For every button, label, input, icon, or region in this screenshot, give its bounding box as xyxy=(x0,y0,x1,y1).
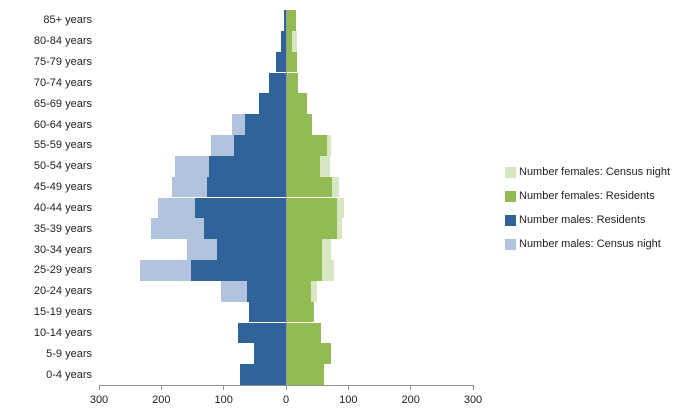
bar-number-females-residents-40-44-years xyxy=(287,197,337,219)
bar-number-females-residents-65-69-years xyxy=(287,93,307,115)
age-group-label-50-54-years: 50-54 years xyxy=(33,160,92,173)
legend-item-number-males-census-night: Number males: Census night xyxy=(505,232,670,256)
legend-swatch-icon xyxy=(505,190,516,202)
chart-legend: Number females: Census night Number femal… xyxy=(505,160,670,256)
age-group-label-5-9-years: 5-9 years xyxy=(46,347,92,360)
x-axis-tick-label-2: 100 xyxy=(214,394,233,406)
bar-number-females-residents-45-49-years xyxy=(287,176,332,198)
age-group-label-0-4-years: 0-4 years xyxy=(46,368,92,381)
age-group-label-10-14-years: 10-14 years xyxy=(33,326,92,339)
bar-number-females-residents-5-9-years xyxy=(287,343,331,365)
bar-number-males-residents-65-69-years xyxy=(259,93,286,115)
bar-number-males-residents-40-44-years xyxy=(194,197,286,219)
age-group-label-85-years: 85+ years xyxy=(43,14,92,27)
bar-number-females-residents-20-24-years xyxy=(287,280,312,302)
bar-number-males-residents-70-74-years xyxy=(269,72,286,94)
bar-number-males-residents-35-39-years xyxy=(204,218,286,240)
age-group-label-60-64-years: 60-64 years xyxy=(33,118,92,131)
bar-number-males-residents-85-years xyxy=(283,10,286,31)
x-axis-tick-label-1: 200 xyxy=(152,394,171,406)
bar-number-males-residents-50-54-years xyxy=(209,155,286,177)
bar-number-males-residents-5-9-years xyxy=(254,343,286,365)
age-group-label-20-24-years: 20-24 years xyxy=(33,285,92,298)
age-group-label-45-49-years: 45-49 years xyxy=(33,181,92,194)
plot-area xyxy=(99,10,473,385)
bar-number-males-residents-75-79-years xyxy=(276,51,286,73)
x-axis-line xyxy=(99,385,474,386)
bar-number-females-census-night-80-84-years xyxy=(287,30,297,52)
bar-number-females-residents-70-74-years xyxy=(287,72,299,94)
x-axis-tick-label-6: 300 xyxy=(463,394,483,406)
x-axis-tick-label-3: 0 xyxy=(282,394,290,406)
x-axis-tick-mark-5 xyxy=(410,386,412,390)
bar-number-males-residents-55-59-years xyxy=(233,135,286,156)
x-axis-tick-mark-0 xyxy=(98,386,100,390)
bar-number-females-residents-55-59-years xyxy=(287,135,327,156)
legend-item-number-females-census-night: Number females: Census night xyxy=(505,160,670,184)
legend-label: Number males: Residents xyxy=(519,214,646,226)
bar-number-females-residents-10-14-years xyxy=(287,322,321,344)
bar-number-males-residents-30-34-years xyxy=(216,239,286,260)
bar-number-females-residents-15-19-years xyxy=(287,301,315,323)
x-axis-tick-mark-6 xyxy=(472,386,474,390)
bar-number-males-residents-25-29-years xyxy=(191,260,286,281)
bar-number-males-residents-45-49-years xyxy=(206,176,286,198)
x-axis-tick-mark-2 xyxy=(223,386,225,390)
legend-item-number-females-residents: Number females: Residents xyxy=(505,184,670,208)
bar-number-males-residents-0-4-years xyxy=(240,364,286,385)
legend-item-number-males-residents: Number males: Residents xyxy=(505,208,670,232)
x-axis-tick-mark-1 xyxy=(160,386,162,390)
bar-number-males-residents-15-19-years xyxy=(249,301,286,323)
age-group-label-40-44-years: 40-44 years xyxy=(33,201,92,214)
bar-number-females-residents-35-39-years xyxy=(287,218,337,240)
bar-number-females-residents-60-64-years xyxy=(287,114,312,135)
legend-swatch-icon xyxy=(505,166,516,178)
bar-number-females-residents-85-years xyxy=(287,10,296,31)
bar-number-females-residents-25-29-years xyxy=(287,260,322,281)
bar-number-males-residents-80-84-years xyxy=(281,30,286,52)
age-group-label-55-59-years: 55-59 years xyxy=(33,139,92,152)
bar-number-males-residents-20-24-years xyxy=(246,280,286,302)
age-group-label-15-19-years: 15-19 years xyxy=(33,306,92,319)
age-group-label-25-29-years: 25-29 years xyxy=(33,264,92,277)
legend-label: Number females: Census night xyxy=(519,166,671,178)
legend-label: Number females: Residents xyxy=(519,190,655,202)
x-axis-tick-mark-3 xyxy=(285,386,287,390)
age-group-label-65-69-years: 65-69 years xyxy=(33,97,92,110)
age-group-label-75-79-years: 75-79 years xyxy=(33,56,92,69)
bar-number-females-residents-75-79-years xyxy=(287,51,297,73)
x-axis-tick-label-5: 200 xyxy=(401,394,420,406)
bar-number-females-residents-80-84-years xyxy=(287,30,292,52)
legend-label: Number males: Census night xyxy=(519,238,661,250)
bar-number-males-residents-10-14-years xyxy=(238,322,286,344)
x-axis-tick-mark-4 xyxy=(347,386,349,390)
bar-number-females-residents-0-4-years xyxy=(287,364,324,385)
legend-swatch-icon xyxy=(505,214,516,226)
age-group-label-80-84-years: 80-84 years xyxy=(33,35,92,48)
age-group-label-70-74-years: 70-74 years xyxy=(33,76,92,89)
age-group-label-35-39-years: 35-39 years xyxy=(33,222,92,235)
legend-swatch-icon xyxy=(505,238,516,250)
x-axis-tick-label-4: 100 xyxy=(339,394,358,406)
zero-axis-line xyxy=(286,10,287,385)
x-axis-tick-label-0: 300 xyxy=(89,394,109,406)
age-group-label-30-34-years: 30-34 years xyxy=(33,243,92,256)
bar-number-females-residents-50-54-years xyxy=(287,155,321,177)
bar-number-females-residents-30-34-years xyxy=(287,239,322,260)
bar-number-males-residents-60-64-years xyxy=(245,114,286,135)
